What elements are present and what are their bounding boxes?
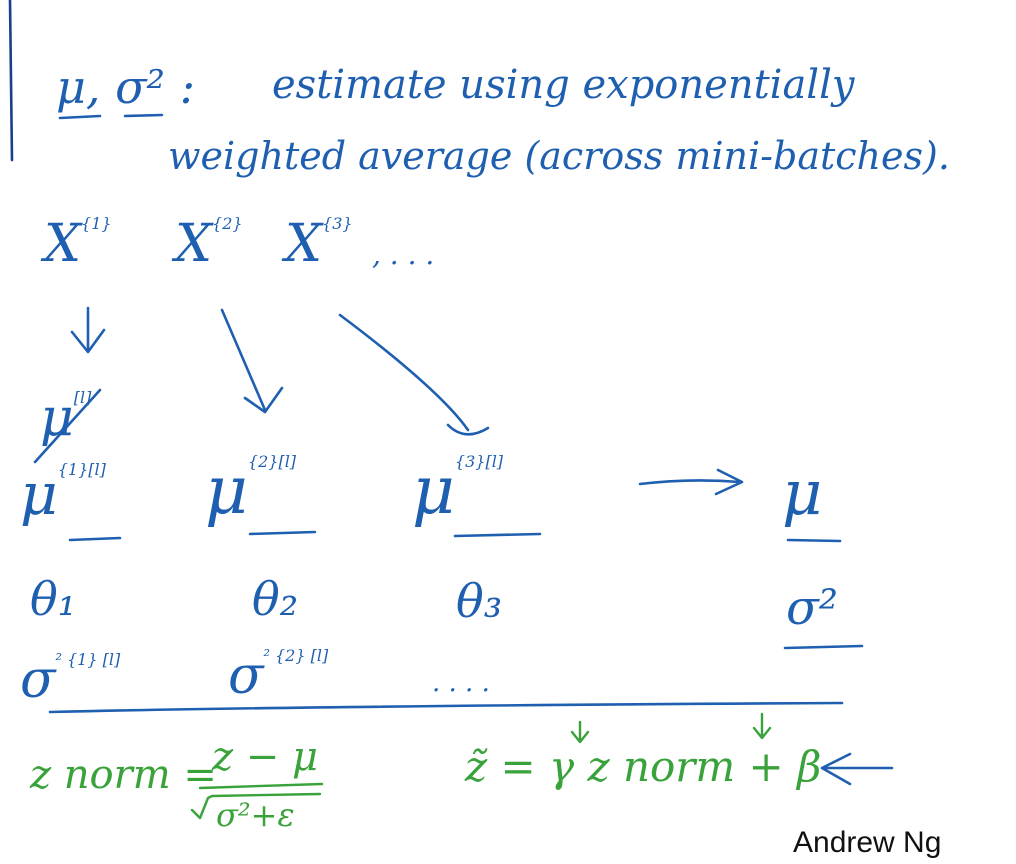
sigma1-superscript: ² {1} [l] xyxy=(55,650,121,669)
line2-text: weighted average (across mini-batches). xyxy=(168,134,950,178)
arrow-x2 xyxy=(220,308,284,414)
gamma-marker xyxy=(570,720,590,744)
arrow-x3 xyxy=(338,313,490,436)
x2-symbol: X xyxy=(175,214,213,274)
theta2: θ₂ xyxy=(252,572,299,626)
sigma-final-underline xyxy=(783,644,864,650)
sigma-underline xyxy=(123,113,164,118)
mu1-superscript: {1}[l] xyxy=(57,460,106,479)
fraction-bar xyxy=(198,782,324,790)
mu-sigma-symbols: μ, σ² : xyxy=(56,60,196,114)
mu2-superscript: {2}[l] xyxy=(247,452,297,471)
mu3-underline xyxy=(453,532,542,538)
arrow-to-mu xyxy=(638,468,744,496)
author-credit: Andrew Ng xyxy=(793,826,942,859)
sigma1-symbol: σ xyxy=(20,650,56,710)
arrow-x1 xyxy=(70,306,106,354)
mu2-underline xyxy=(248,530,317,536)
mu1-symbol: μ xyxy=(20,460,58,528)
x3-superscript: {3} xyxy=(322,214,353,233)
mu3-superscript: {3}[l] xyxy=(454,452,504,471)
x1-superscript: {1} xyxy=(81,214,112,233)
sigma-squared-final: σ² xyxy=(786,580,839,636)
mu1-term: μ{1}[l] xyxy=(20,460,106,528)
sigma-dots: . . . . xyxy=(432,668,490,698)
theta1: θ₁ xyxy=(30,572,77,626)
crossed-mu: μ[l] xyxy=(40,388,91,448)
left-arrow-icon xyxy=(820,752,894,786)
sigma2-symbol: σ xyxy=(228,646,264,706)
crossed-mu-symbol: μ xyxy=(40,388,74,448)
x2-superscript: {2} xyxy=(212,214,243,233)
cross-out-stroke xyxy=(33,388,102,464)
mu1-underline xyxy=(68,536,122,542)
ztilde-formula: z̃ = γ z norm + β xyxy=(465,742,822,791)
line1-text: estimate using exponentially xyxy=(272,62,855,108)
x-ellipsis: , . . . xyxy=(372,238,435,271)
sigma2-superscript: ² {2} [l] xyxy=(263,646,329,665)
mu3-term: μ{3}[l] xyxy=(412,452,503,529)
beta-marker xyxy=(752,712,772,740)
crossed-mu-superscript: [l] xyxy=(73,388,92,407)
mu-underline xyxy=(58,114,102,120)
znorm-numerator: z − μ xyxy=(212,734,319,780)
mu2-term: μ{2}[l] xyxy=(205,452,296,529)
mu3-symbol: μ xyxy=(412,452,455,529)
left-border-line xyxy=(8,0,14,162)
mu2-symbol: μ xyxy=(205,452,248,529)
separator-line xyxy=(48,701,844,714)
sigma2-term: σ² {2} [l] xyxy=(228,646,328,706)
znorm-lhs: z norm = xyxy=(30,752,217,798)
x2-term: X{2} xyxy=(175,214,243,274)
znorm-denominator: σ²+ε xyxy=(216,796,295,834)
x3-symbol: X xyxy=(285,214,323,274)
sqrt-sign xyxy=(190,792,322,820)
x1-term: X{1} xyxy=(44,214,112,274)
mu-final-underline xyxy=(786,538,842,543)
x3-term: X{3} xyxy=(285,214,353,274)
mu-final: μ xyxy=(782,456,823,529)
x1-symbol: X xyxy=(44,214,82,274)
sigma1-term: σ² {1} [l] xyxy=(20,650,120,710)
theta3: θ₃ xyxy=(456,574,503,628)
